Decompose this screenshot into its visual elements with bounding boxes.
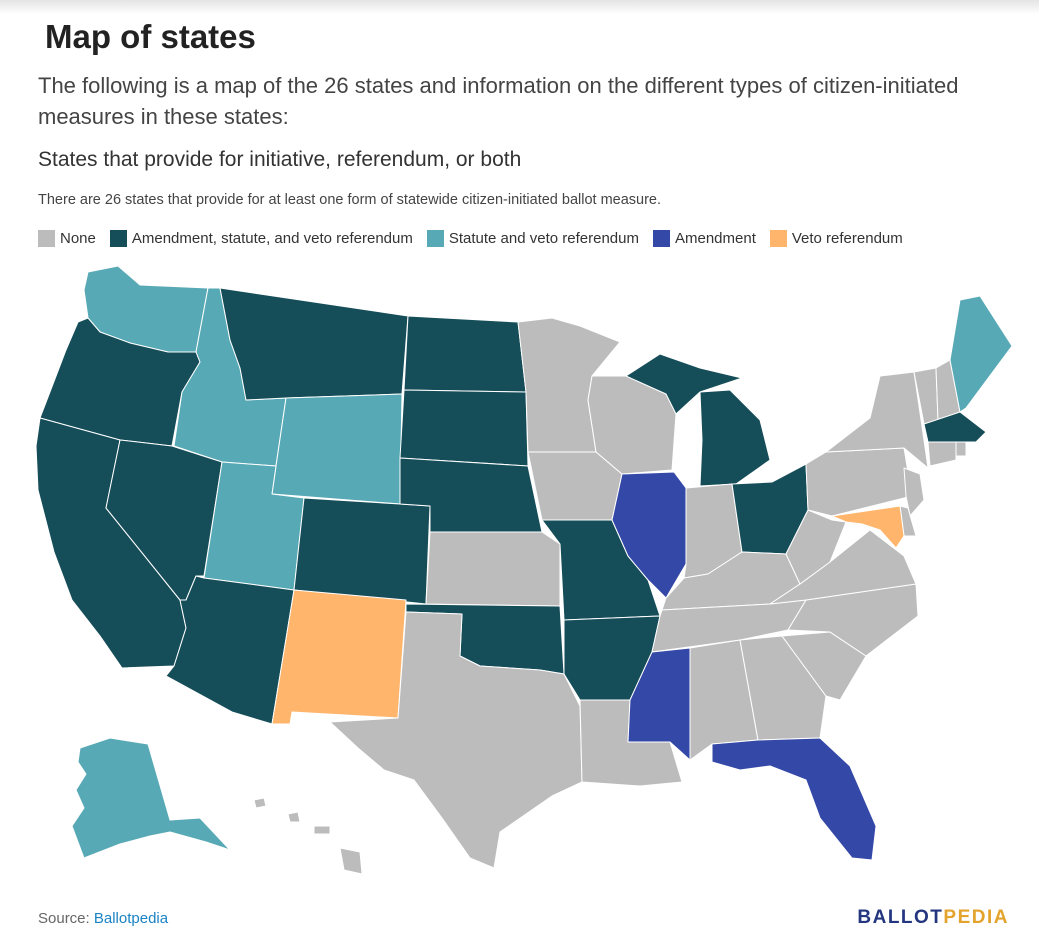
state-me[interactable]: [949, 295, 1013, 413]
state-sc[interactable]: [781, 631, 867, 701]
state-wy[interactable]: [271, 393, 403, 505]
state-ks[interactable]: [425, 531, 561, 607]
state-nm[interactable]: [271, 589, 407, 725]
us-states-map: [35, 265, 1013, 875]
state-hi[interactable]: [253, 797, 363, 875]
legend-label: Amendment: [674, 230, 756, 247]
state-mi[interactable]: [625, 353, 771, 487]
intro-text: The following is a map of the 26 states …: [38, 73, 959, 129]
source-line: Source: Ballotpedia: [38, 910, 168, 927]
legend-item-amendment[interactable]: Amendment: [652, 230, 756, 247]
brand-part1: BALLOT: [857, 907, 944, 928]
legend-label: Statute and veto referendum: [448, 230, 639, 247]
legend-swatch: [652, 230, 670, 247]
legend-swatch: [38, 230, 55, 247]
state-md[interactable]: [831, 505, 905, 549]
legend-swatch: [109, 230, 127, 247]
state-fl[interactable]: [711, 737, 877, 861]
legend-item-statute-veto[interactable]: Statute and veto referendum: [426, 230, 639, 247]
state-ma[interactable]: [923, 411, 987, 443]
state-ct[interactable]: [927, 441, 957, 467]
source-link[interactable]: Ballotpedia: [93, 910, 169, 927]
state-ny[interactable]: [825, 371, 929, 469]
map-description: There are 26 states that provide for at …: [38, 192, 662, 208]
source-label: Source:: [38, 910, 90, 927]
legend-label: None: [60, 230, 96, 247]
state-or[interactable]: [39, 317, 201, 447]
map-subtitle: States that provide for initiative, refe…: [38, 148, 522, 171]
legend-swatch: [426, 230, 444, 247]
state-ak[interactable]: [71, 737, 231, 859]
state-mt[interactable]: [219, 287, 409, 401]
map-legend: None Amendment, statute, and veto refere…: [38, 230, 903, 247]
state-pa[interactable]: [805, 447, 913, 517]
top-shadow: [0, 0, 1039, 14]
state-ri[interactable]: [955, 441, 967, 457]
ballotpedia-logo: BALLOTPEDIA: [857, 907, 1009, 929]
state-ga[interactable]: [739, 635, 827, 741]
state-tx[interactable]: [329, 611, 583, 869]
brand-part2: PEDIA: [943, 907, 1009, 928]
legend-label: Veto referendum: [791, 230, 903, 247]
state-co[interactable]: [293, 497, 431, 605]
state-nd[interactable]: [403, 315, 527, 393]
legend-label: Amendment, statute, and veto referendum: [131, 230, 413, 247]
state-nj[interactable]: [903, 467, 925, 517]
legend-item-veto-referendum[interactable]: Veto referendum: [769, 230, 903, 247]
state-sd[interactable]: [399, 389, 529, 467]
page-title: Map of states: [45, 18, 256, 55]
legend-item-none[interactable]: None: [38, 230, 96, 247]
legend-swatch: [769, 230, 787, 247]
legend-item-amendment-statute-veto[interactable]: Amendment, statute, and veto referendum: [109, 230, 413, 247]
